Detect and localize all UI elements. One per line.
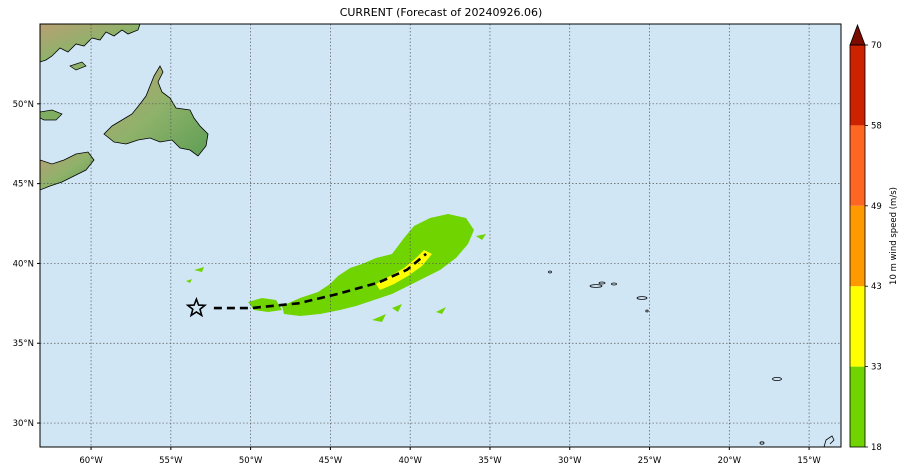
colorbar-segment — [850, 366, 865, 447]
swath-18-fragment-3 — [436, 307, 446, 314]
canary-islands — [759, 435, 835, 447]
colorbar-segment — [850, 205, 865, 287]
colorbar-segment — [850, 286, 865, 367]
lon-tick-label: 50°W — [239, 456, 263, 466]
lon-tick-label: 55°W — [159, 456, 183, 466]
lon-tick-label: 60°W — [79, 456, 103, 466]
land-labrador — [40, 24, 141, 63]
colorbar-tick-label: 58 — [871, 121, 882, 131]
lon-tick-label: 40°W — [398, 456, 422, 466]
lat-tick-label: 40°N — [13, 259, 34, 269]
lat-tick-label: 50°N — [13, 100, 34, 110]
axis-ticks: 60°W 55°W 50°W 45°W 40°W 35°W 30°W 25°W 20°W 15°W… — [13, 100, 822, 466]
forecast-track — [213, 252, 427, 310]
swath-18-main — [282, 214, 474, 316]
madeira-island — [772, 376, 782, 381]
lon-tick-label: 30°W — [558, 456, 582, 466]
current-position-star-icon — [185, 296, 208, 318]
land-nova-scotia — [40, 151, 95, 191]
land-newfoundland — [103, 65, 209, 157]
colorbar-tick-label: 33 — [871, 363, 882, 373]
land-pei — [40, 109, 63, 121]
lon-tick-label: 15°W — [797, 456, 821, 466]
lat-tick-label: 30°N — [13, 419, 34, 429]
colorbar-label: 10 m wind speed (m/s) — [889, 187, 899, 285]
colorbar-segment — [850, 125, 865, 206]
lon-tick-label: 35°W — [478, 456, 502, 466]
swath-18-fragment-4 — [476, 234, 486, 240]
graticule — [40, 24, 841, 447]
lat-tick-label: 35°N — [13, 339, 34, 349]
land-layer — [40, 24, 835, 447]
colorbar[interactable]: 18 33 43 49 58 70 — [849, 23, 882, 453]
lon-tick-label: 20°W — [718, 456, 742, 466]
colorbar-tick-label: 70 — [871, 41, 882, 51]
colorbar-frame — [849, 44, 866, 448]
colorbar-tick-label: 43 — [871, 282, 882, 292]
lon-tick-label: 45°W — [319, 456, 343, 466]
colorbar-tick-label: 18 — [871, 443, 882, 453]
colorbar-segment — [850, 45, 865, 126]
swath-18-fragment-6 — [186, 279, 192, 283]
azores-islands — [548, 270, 649, 313]
swath-18-fragment-1 — [372, 314, 386, 322]
lon-tick-label: 25°W — [638, 456, 662, 466]
colorbar-extend-arrow — [849, 23, 866, 46]
swath-18-fragment-2 — [392, 304, 402, 312]
swath-18-fragment-5 — [194, 267, 204, 272]
land-anticosti — [69, 61, 87, 71]
colorbar-tick-label: 49 — [871, 202, 882, 212]
lat-tick-label: 45°N — [13, 180, 34, 190]
map-frame — [39, 23, 842, 448]
map-title: CURRENT (Forecast of 20240926.06) — [339, 6, 543, 19]
